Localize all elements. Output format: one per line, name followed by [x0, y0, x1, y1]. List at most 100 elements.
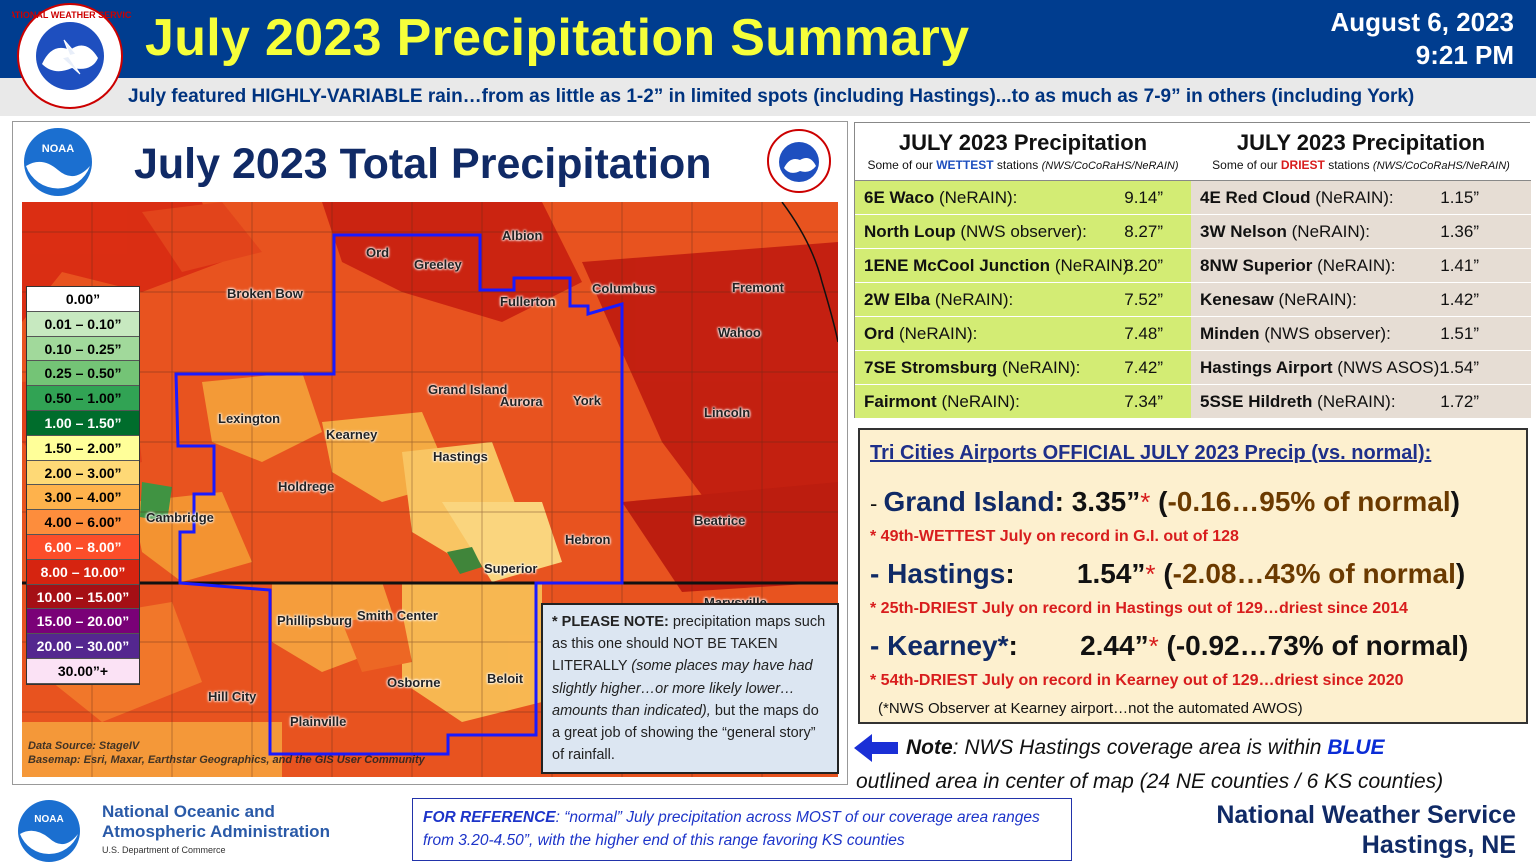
noaa-dept: U.S. Department of Commerce	[102, 845, 226, 855]
city-label: Albion	[502, 228, 543, 243]
legend-row: 0.00”	[27, 287, 139, 312]
station-value: 1.72”	[1440, 392, 1479, 411]
coverage-area-outline	[174, 233, 624, 756]
reference-box: FOR REFERENCE: “normal” July precipitati…	[412, 798, 1072, 861]
city-label: Lincoln	[704, 405, 751, 420]
station-value: 1.36”	[1440, 222, 1479, 241]
city-label: Osborne	[387, 675, 441, 690]
city-label: Holdrege	[278, 479, 335, 494]
station-source: (NeRAIN):	[898, 324, 978, 343]
nws-line2: Hastings, NE	[1361, 831, 1516, 859]
city-label: Aurora	[500, 394, 543, 409]
legend-row: 15.00 – 20.00”	[27, 609, 139, 635]
noaa-name-line2: Atmospheric Administration	[102, 822, 330, 841]
grand-island-line: - Grand Island: 3.35”* (-0.16…95% of nor…	[870, 486, 1460, 517]
noaa-name-line1: National Oceanic and	[102, 802, 275, 821]
station-source: (NeRAIN):	[1054, 256, 1134, 275]
city-label: Beloit	[487, 671, 524, 686]
noaa-logo: NOAA	[24, 128, 92, 196]
hastings-line: - Hastings: 1.54”* (-2.08…43% of normal)	[870, 558, 1466, 589]
city-label: Hastings	[433, 449, 488, 464]
city-label: Cambridge	[146, 510, 214, 525]
station-value: 1.51”	[1440, 324, 1479, 343]
note-bold: * PLEASE NOTE:	[552, 614, 669, 630]
station-name: 8NW Superior	[1200, 256, 1313, 275]
station-row: Ord (NeRAIN): 7.48”	[855, 317, 1191, 351]
station-source: (NWS ASOS):	[1337, 358, 1445, 377]
city-label: Plainville	[290, 714, 347, 729]
station-row: 4E Red Cloud (NeRAIN): 1.15”	[1191, 181, 1531, 215]
station-row: 7SE Stromsburg (NeRAIN): 7.42”	[855, 351, 1191, 385]
issue-date: August 6, 2023	[1330, 7, 1514, 37]
city-label: Fremont	[732, 280, 784, 295]
station-source: (NeRAIN):	[941, 392, 1020, 411]
station-value: 7.52”	[1124, 290, 1163, 309]
station-value: 9.14”	[1124, 188, 1163, 207]
basemap-source-line: Basemap: Esri, Maxar, Earthstar Geograph…	[28, 754, 425, 766]
legend-row: 4.00 – 6.00”	[27, 510, 139, 535]
station-row: 8NW Superior (NeRAIN): 1.41”	[1191, 249, 1531, 283]
left-arrow-icon	[854, 734, 898, 762]
kearney-line: - Kearney*: 2.44”* (-0.92…73% of normal)	[870, 630, 1469, 661]
station-name: 2W Elba	[864, 290, 931, 309]
legend-row: 3.00 – 4.00”	[27, 485, 139, 511]
subtitle-bar	[0, 78, 1536, 116]
station-name: 5SSE Hildreth	[1200, 392, 1313, 411]
station-name: 3W Nelson	[1200, 222, 1287, 241]
station-name: 1ENE McCool Junction	[864, 256, 1051, 275]
legend-row: 10.00 – 15.00”	[27, 584, 139, 610]
kearney-note: * 54th-DRIEST July on record in Kearney …	[870, 672, 1404, 689]
station-source: (NeRAIN):	[938, 188, 1018, 207]
data-source-line: Data Source: StageIV	[28, 740, 140, 752]
station-source: (NeRAIN):	[1001, 358, 1081, 377]
station-name: Minden	[1200, 324, 1260, 343]
station-row: Fairmont (NeRAIN): 7.34”	[855, 385, 1191, 419]
station-row: Minden (NWS observer): 1.51”	[1191, 317, 1531, 351]
station-source: (NeRAIN):	[1315, 188, 1394, 207]
driest-title: JULY 2023 Precipitation	[1236, 130, 1486, 155]
reference-text: : “normal” July precipitation across MOS…	[423, 809, 1040, 849]
map-title: July 2023 Total Precipitation	[134, 140, 712, 188]
city-label: Lexington	[218, 411, 281, 426]
driest-table-header: JULY 2023 Precipitation Some of our DRIE…	[1191, 123, 1531, 181]
station-name: Kenesaw	[1200, 290, 1274, 309]
station-value: 8.20”	[1124, 256, 1163, 275]
svg-text:NOAA: NOAA	[42, 143, 74, 155]
legend-row: 20.00 – 30.00”	[27, 634, 139, 659]
reference-label: FOR REFERENCE	[423, 809, 556, 826]
city-label: Wahoo	[718, 325, 761, 340]
wettest-table: JULY 2023 Precipitation Some of our WETT…	[855, 123, 1191, 419]
station-row: 5SSE Hildreth (NeRAIN): 1.72”	[1191, 385, 1531, 419]
noaa-logo-footer: NOAA	[18, 800, 80, 862]
city-label: Phillipsburg	[277, 613, 353, 628]
legend-row: 0.10 – 0.25”	[27, 336, 139, 362]
legend-row: 8.00 – 10.00”	[27, 559, 139, 585]
wettest-title: JULY 2023 Precipitation	[898, 130, 1148, 155]
station-source: (NWS observer):	[1264, 324, 1391, 343]
issue-time: 9:21 PM	[1415, 40, 1514, 70]
station-row: North Loup (NWS observer): 8.27”	[855, 215, 1191, 249]
noaa-name: National Oceanic and Atmospheric Adminis…	[102, 802, 330, 842]
city-label: Broken Bow	[227, 286, 303, 301]
driest-subtitle: Some of our DRIEST stations (NWS/CoCoRaH…	[1212, 158, 1510, 172]
wettest-table-header: JULY 2023 Precipitation Some of our WETT…	[855, 123, 1191, 181]
note-text: precipitation maps such as this one shou…	[552, 614, 826, 675]
station-value: 1.41”	[1440, 256, 1479, 275]
city-label: Columbus	[592, 281, 656, 296]
city-label: Beatrice	[694, 513, 746, 528]
city-label: Kearney	[326, 427, 378, 442]
grand-island-note: * 49th-WETTEST July on record in G.I. ou…	[870, 528, 1239, 545]
legend-row: 30.00”+	[27, 658, 139, 684]
station-value: 1.54”	[1440, 358, 1479, 377]
station-source: (NeRAIN):	[1317, 392, 1396, 411]
station-source: (NeRAIN):	[934, 290, 1014, 309]
tri-cities-box: Tri Cities Airports OFFICIAL JULY 2023 P…	[858, 428, 1528, 724]
legend-row: 2.00 – 3.00”	[27, 460, 139, 486]
station-name: Ord	[864, 324, 895, 343]
station-row: 3W Nelson (NeRAIN): 1.36”	[1191, 215, 1531, 249]
driest-table: JULY 2023 Precipitation Some of our DRIE…	[1191, 123, 1531, 419]
station-source: (NeRAIN):	[1278, 290, 1357, 309]
nws-seal-logo: NATIONAL WEATHER SERVICE	[12, 3, 132, 109]
page-title: July 2023 Precipitation Summary	[145, 9, 970, 67]
city-label: Smith Center	[357, 608, 438, 623]
